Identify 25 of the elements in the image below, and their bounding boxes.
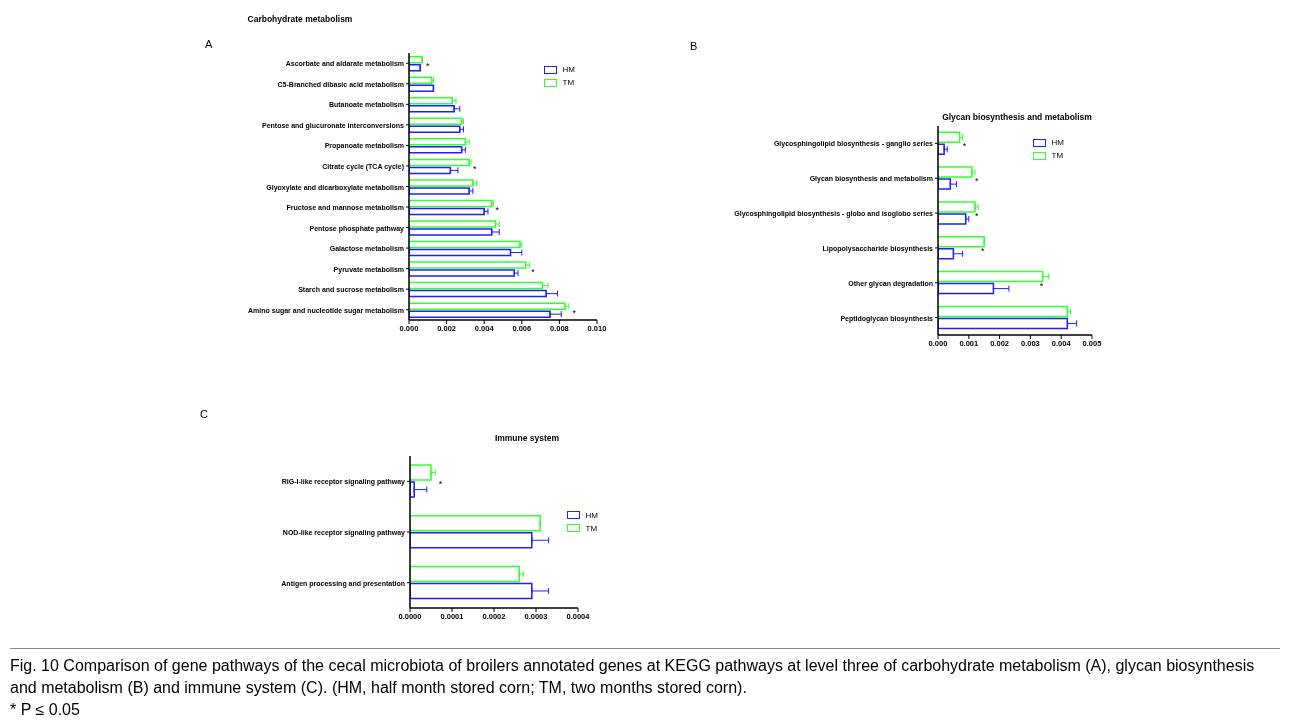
annotation: * <box>531 266 536 277</box>
text: C <box>200 408 208 420</box>
text: Carbohydrate metabolism <box>247 14 353 24</box>
annotation: * <box>981 245 986 256</box>
legend-label: TM <box>1051 151 1064 160</box>
annotation: * <box>495 205 500 216</box>
chart-title: Glycan biosynthesis and metabolism <box>942 112 1092 122</box>
annotation: * <box>438 479 443 490</box>
caption: Fig. 10 Comparison of gene pathways of the cecal microbiota of broilers annotated genes at KEGG pathways at level three of carbohydrate metabolism (A), glycan biosynthesis and metabolism (B) and immune system (C). (HM, half month stored corn; TM, two months stored corn). <box>10 656 1256 698</box>
legend-label: HM <box>562 65 575 74</box>
legend-label: HM <box>1051 138 1064 147</box>
annotation: * <box>425 61 430 72</box>
annotation: * <box>974 176 979 187</box>
annotation: * <box>1039 280 1044 291</box>
text: B <box>690 40 698 52</box>
legend-label: HM <box>585 510 598 520</box>
text: A <box>205 38 213 50</box>
legend-label: TM <box>562 78 575 87</box>
legend-label: TM <box>585 523 598 533</box>
annotation: * <box>472 163 477 174</box>
chart-title: Immune system <box>494 433 560 443</box>
annotation: * <box>974 211 979 222</box>
text: * P ≤ 0.05 <box>10 700 81 720</box>
annotation: * <box>962 141 967 152</box>
annotation: * <box>572 307 577 318</box>
